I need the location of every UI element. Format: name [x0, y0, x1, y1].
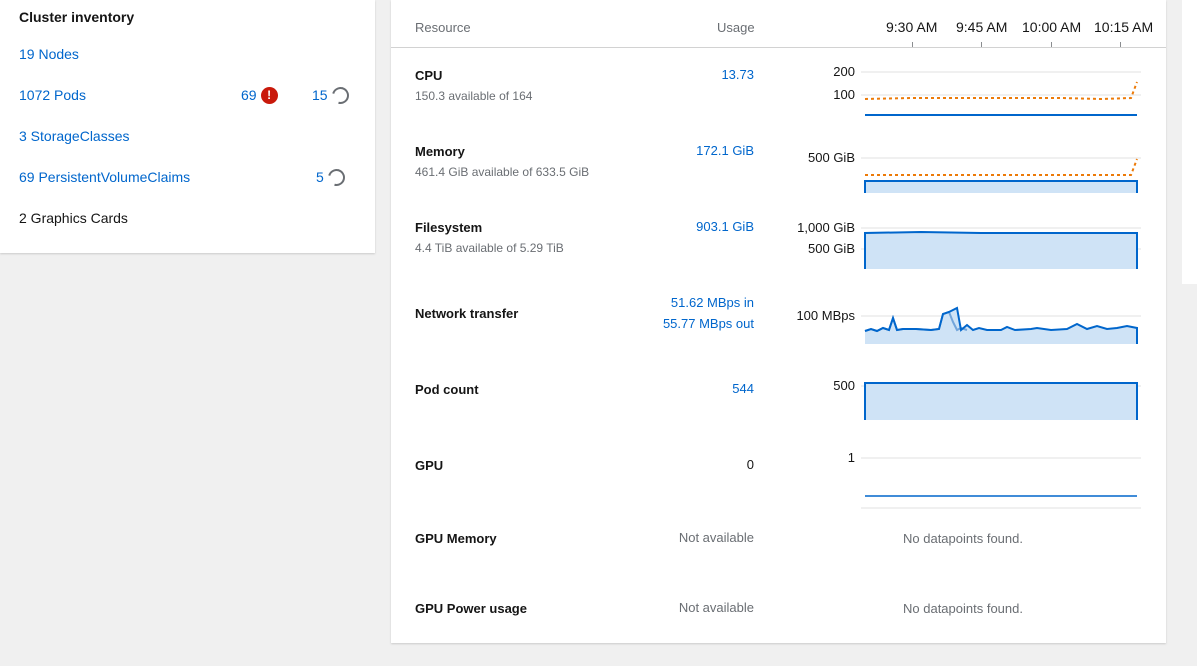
- pod-count-chart[interactable]: [861, 368, 1141, 428]
- inventory-row-nodes: 19 Nodes: [19, 44, 355, 64]
- inventory-row-pvcs: 69 PersistentVolumeClaims 5: [19, 165, 355, 189]
- network-title: Network transfer: [415, 306, 519, 321]
- inventory-row-pods: 1072 Pods 69 ! 15: [19, 83, 355, 107]
- adjacent-card-edge: [1182, 0, 1197, 284]
- memory-usage-link[interactable]: 172.1 GiB: [696, 143, 754, 158]
- pvcs-progress-status[interactable]: 5: [316, 165, 348, 189]
- cpu-chart[interactable]: [861, 64, 1141, 124]
- memory-available: 461.4 GiB available of 633.5 GiB: [415, 165, 590, 179]
- cpu-y-tick: 100: [833, 87, 855, 102]
- cluster-inventory-card: Cluster inventory 19 Nodes 1072 Pods 69 …: [0, 0, 375, 253]
- header-divider: [391, 47, 1166, 48]
- pod-count-title: Pod count: [415, 382, 479, 397]
- filesystem-usage-line: [864, 230, 1138, 269]
- memory-chart[interactable]: [861, 140, 1141, 200]
- time-tick: [981, 42, 982, 48]
- pod-count-link[interactable]: 544: [732, 381, 754, 396]
- pod-count-y-tick: 500: [833, 378, 855, 393]
- time-tick: [1051, 42, 1052, 48]
- memory-usage-line: [864, 180, 1138, 193]
- resource-column-header: Resource: [415, 20, 471, 35]
- storageclasses-link[interactable]: 3 StorageClasses: [19, 128, 130, 144]
- cpu-request-line: [864, 81, 1138, 101]
- filesystem-usage-link[interactable]: 903.1 GiB: [696, 219, 754, 234]
- pod-count-usage-line: [864, 382, 1138, 420]
- gpu-y-tick: 1: [847, 450, 855, 465]
- gpu-title: GPU: [415, 458, 444, 473]
- filesystem-y-tick: 500 GiB: [808, 241, 855, 256]
- gpu-memory-no-data: No datapoints found.: [903, 531, 1023, 546]
- pod-count-usage-area: [865, 383, 1137, 420]
- error-icon: !: [260, 86, 278, 104]
- gpu-memory-usage: Not available: [678, 530, 754, 545]
- network-in-link[interactable]: 51.62 MBps in: [670, 295, 754, 310]
- pods-error-count[interactable]: 69: [241, 87, 257, 103]
- gpu-power-usage: Not available: [678, 600, 754, 615]
- gpu-power-no-data: No datapoints found.: [903, 601, 1023, 616]
- nodes-link[interactable]: 19 Nodes: [19, 46, 79, 62]
- time-label: 10:15 AM: [1094, 19, 1154, 35]
- network-chart[interactable]: [861, 292, 1141, 352]
- memory-usage-area: [865, 181, 1137, 193]
- time-tick: [912, 42, 913, 48]
- network-out-line: [864, 306, 1138, 344]
- pods-progress-count[interactable]: 15: [312, 87, 328, 103]
- network-y-tick: 100 MBps: [796, 308, 855, 323]
- gpu-power-title: GPU Power usage: [415, 601, 527, 616]
- cpu-title: CPU: [415, 68, 443, 83]
- network-out-link[interactable]: 55.77 MBps out: [662, 316, 754, 331]
- time-label: 10:00 AM: [1022, 19, 1082, 35]
- network-usage-area: [865, 308, 1137, 344]
- pods-progress-status[interactable]: 15: [312, 83, 352, 107]
- memory-title: Memory: [415, 144, 465, 159]
- cpu-available: 150.3 available of 164: [415, 89, 533, 103]
- filesystem-chart[interactable]: [861, 216, 1141, 276]
- filesystem-y-tick: 1,000 GiB: [797, 220, 855, 235]
- time-label: 9:45 AM: [956, 19, 1008, 35]
- pods-link[interactable]: 1072 Pods: [19, 87, 86, 103]
- in-progress-icon: [324, 165, 348, 189]
- filesystem-title: Filesystem: [415, 220, 483, 235]
- cluster-inventory-title: Cluster inventory: [19, 9, 135, 25]
- inventory-row-graphics-cards: 2 Graphics Cards: [19, 208, 355, 228]
- filesystem-available: 4.4 TiB available of 5.29 TiB: [415, 241, 564, 255]
- usage-column-header: Usage: [717, 20, 755, 35]
- graphics-cards-label: 2 Graphics Cards: [19, 210, 128, 226]
- filesystem-usage-area: [865, 232, 1137, 269]
- in-progress-icon: [328, 83, 352, 107]
- cpu-y-tick: 200: [833, 64, 855, 79]
- pvcs-progress-count[interactable]: 5: [316, 169, 324, 185]
- gpu-memory-title: GPU Memory: [415, 531, 497, 546]
- time-tick: [1120, 42, 1121, 48]
- cluster-utilization-card: Resource Usage 9:30 AM 9:45 AM 10:00 AM …: [391, 0, 1166, 643]
- cpu-usage-link[interactable]: 13.73: [721, 67, 754, 82]
- gpu-usage-value: 0: [746, 457, 754, 472]
- memory-request-line: [865, 158, 1138, 176]
- pvcs-link[interactable]: 69 PersistentVolumeClaims: [19, 169, 191, 185]
- memory-y-tick: 500 GiB: [808, 150, 855, 165]
- gpu-chart[interactable]: [861, 440, 1141, 510]
- time-label: 9:30 AM: [886, 19, 938, 35]
- inventory-row-storageclasses: 3 StorageClasses: [19, 126, 355, 146]
- pods-error-status[interactable]: 69 !: [241, 85, 278, 105]
